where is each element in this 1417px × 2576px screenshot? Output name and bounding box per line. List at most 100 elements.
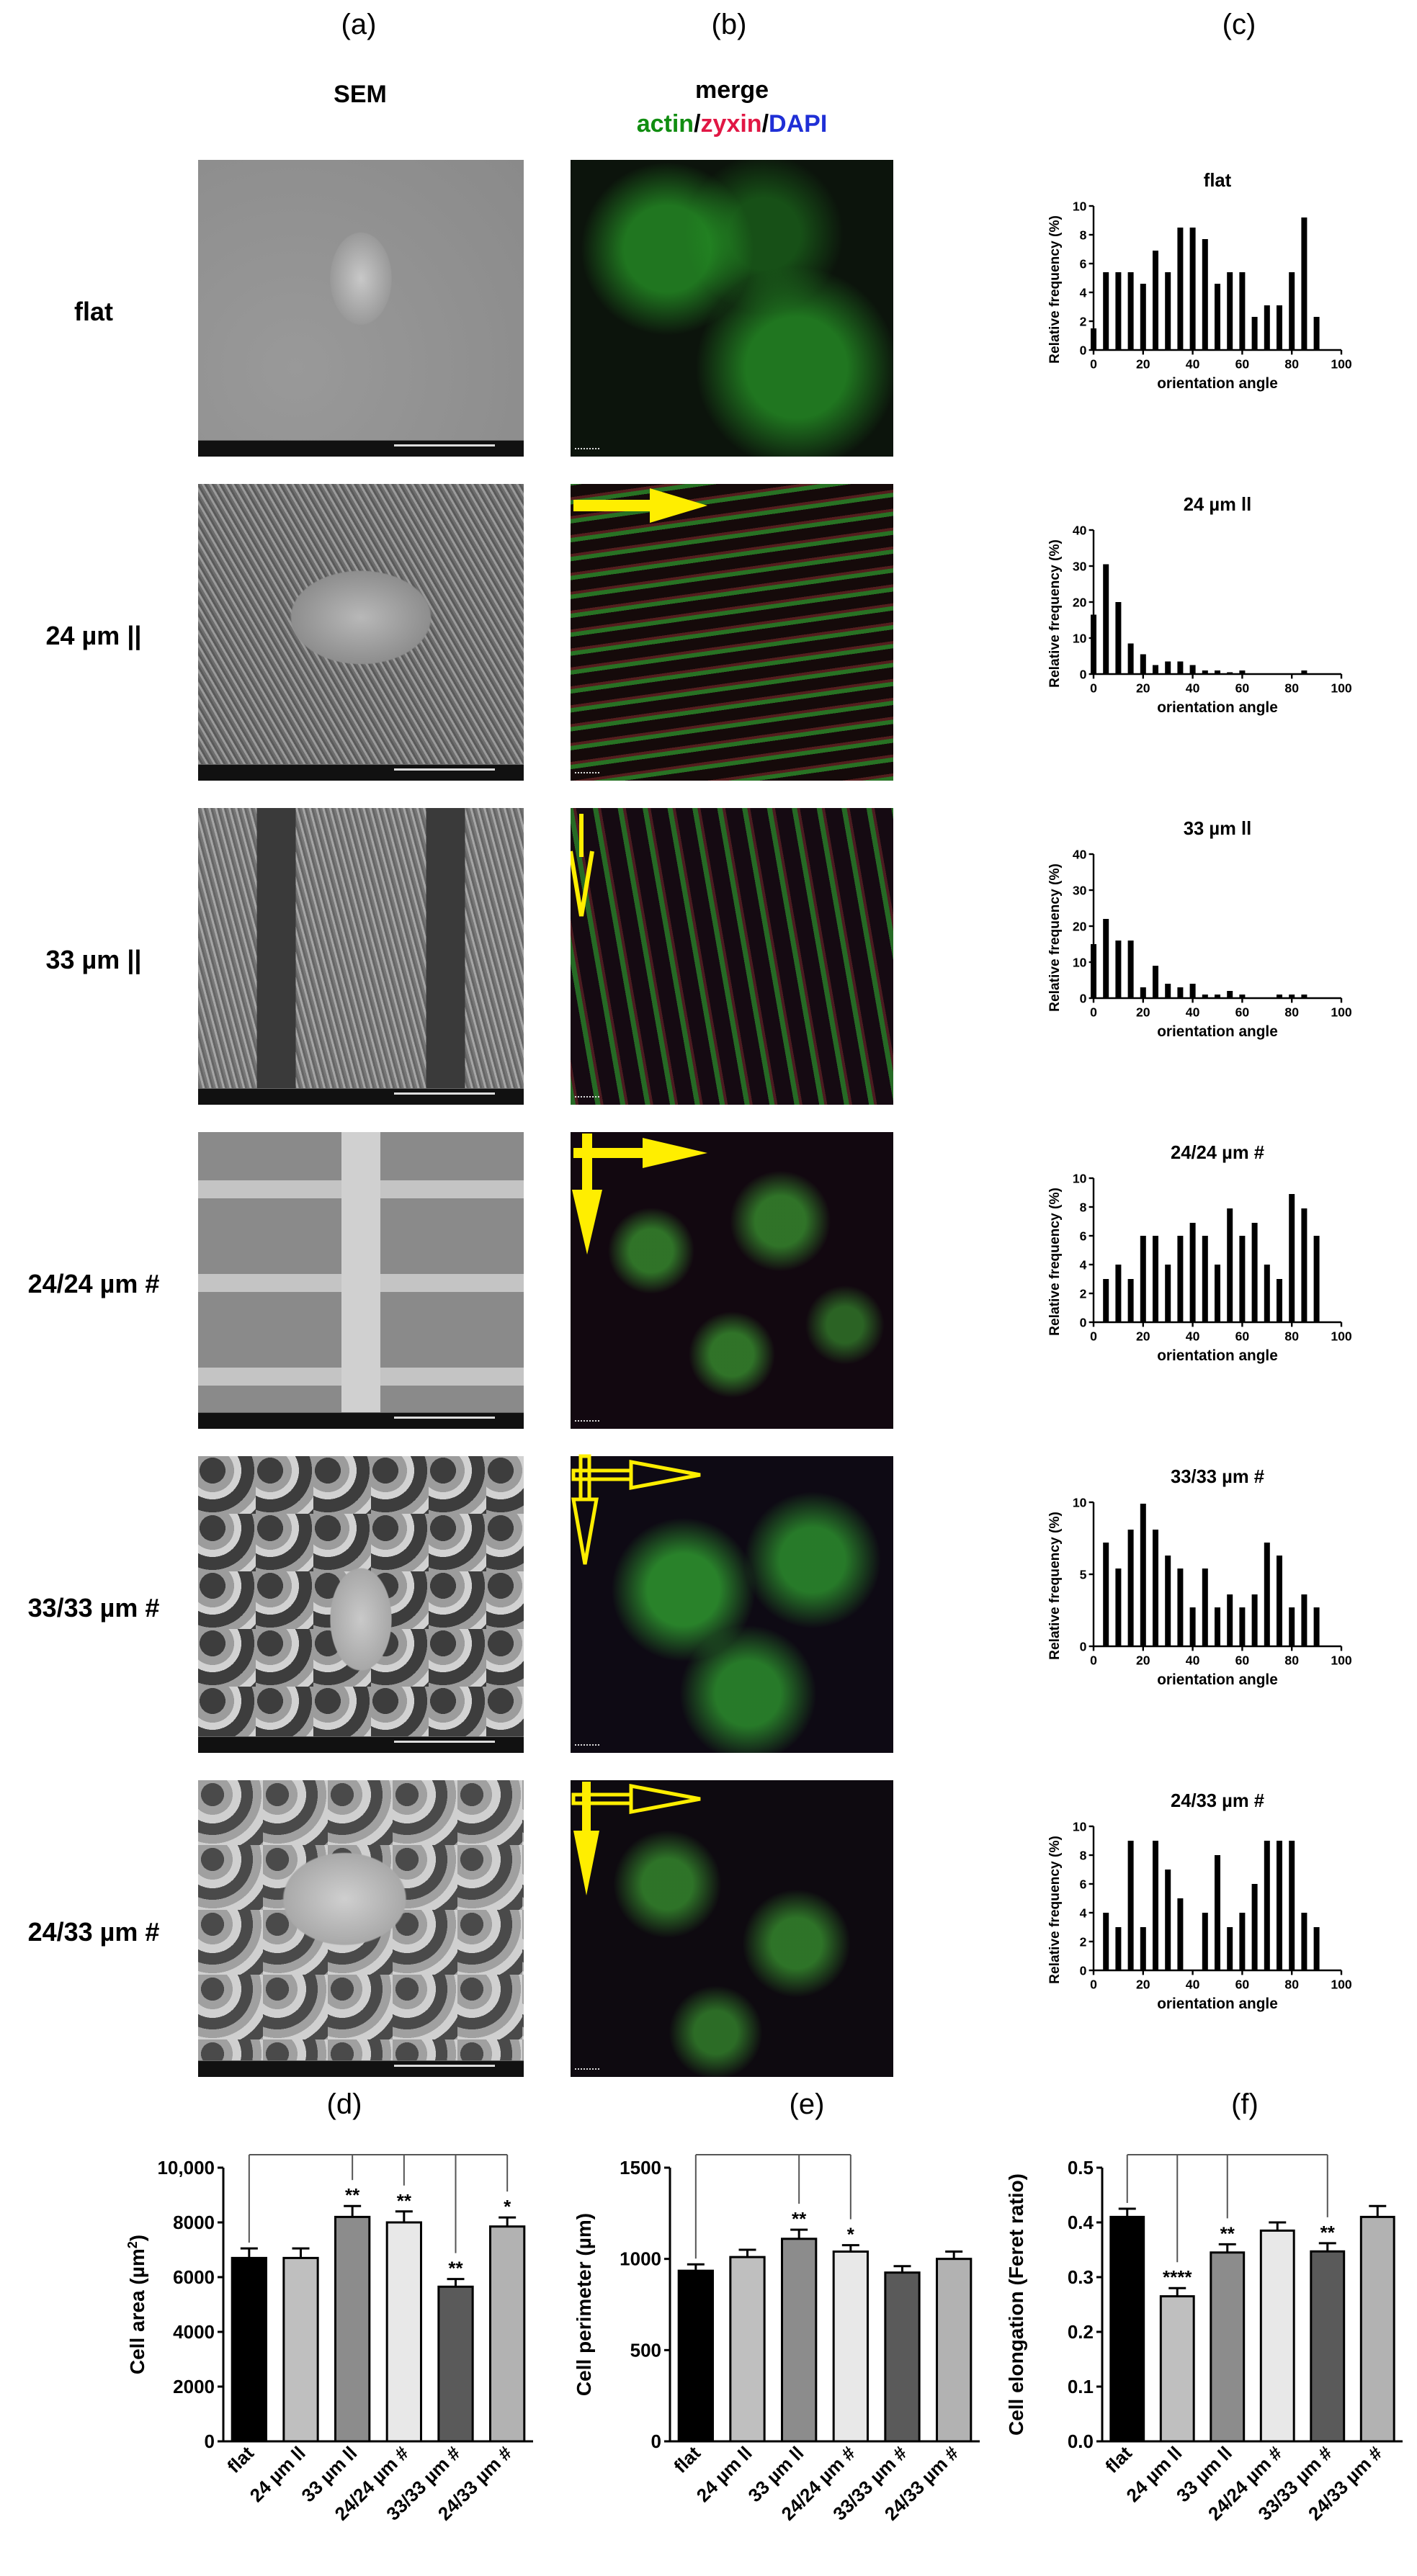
histogram-bar xyxy=(1202,1569,1208,1646)
histogram-bar xyxy=(1189,665,1196,674)
histogram-bar xyxy=(1127,1530,1134,1646)
bar xyxy=(781,2238,818,2443)
x-tick-label: 60 xyxy=(1235,1329,1250,1344)
significance-label: ** xyxy=(1320,2222,1336,2243)
y-tick-label: 4 xyxy=(1080,1257,1087,1272)
x-tick-label: 100 xyxy=(1331,1005,1352,1020)
bar xyxy=(1259,2229,1295,2443)
x-tick-label: 100 xyxy=(1331,1329,1352,1344)
histogram-bar xyxy=(1177,1236,1184,1322)
fluorescence-image-flat xyxy=(571,160,893,457)
significance-label: ** xyxy=(792,2208,807,2230)
histogram-bar xyxy=(1215,1855,1220,1970)
x-tick-label: 80 xyxy=(1284,1005,1299,1020)
direction-arrows-overlay xyxy=(571,488,707,1895)
y-tick-label: 6 xyxy=(1080,1229,1087,1243)
histogram-bar xyxy=(1103,1279,1109,1322)
bar xyxy=(884,2271,921,2443)
y-axis-label: Relative frequency (%) xyxy=(1047,1512,1063,1660)
histogram-bar xyxy=(1277,1279,1282,1322)
x-tick-label: 100 xyxy=(1331,681,1352,696)
histogram-bar xyxy=(1239,1913,1246,1970)
y-axis-label: Relative frequency (%) xyxy=(1047,863,1063,1012)
significance-label: ** xyxy=(1220,2222,1235,2244)
bar xyxy=(282,2256,319,2443)
histogram-bar xyxy=(1177,661,1184,674)
histogram-bar xyxy=(1227,1208,1233,1322)
histogram-bar xyxy=(1251,317,1258,350)
histogram-bar xyxy=(1127,643,1134,674)
histogram-bar xyxy=(1177,1898,1184,1970)
histogram-bar xyxy=(1189,1607,1196,1646)
y-tick-label: 5 xyxy=(1080,1567,1087,1581)
histogram-bar xyxy=(1091,328,1096,350)
significance-label: * xyxy=(847,2224,855,2245)
histogram-bar xyxy=(1103,272,1109,350)
category-label: flat xyxy=(223,2442,258,2477)
significance-label: ** xyxy=(397,2190,412,2212)
histogram-bar xyxy=(1202,1913,1208,1970)
bar xyxy=(677,2269,714,2443)
histogram-bar xyxy=(1115,602,1122,674)
x-axis-label: orientation angle xyxy=(1157,699,1278,716)
y-tick-label: 40 xyxy=(1073,847,1087,861)
fluorescence-image-2424 xyxy=(571,1132,893,1429)
histogram-bar xyxy=(1115,941,1122,998)
y-tick-label: 2 xyxy=(1080,314,1087,328)
histogram-bar xyxy=(1140,987,1146,998)
y-tick-label: 0 xyxy=(1080,991,1087,1005)
histogram-bar xyxy=(1289,995,1295,998)
y-axis-label: Cell elongation (Feret ratio) xyxy=(1005,2173,1027,2436)
y-tick-label: 10 xyxy=(1073,1819,1087,1834)
histogram-bar xyxy=(1177,1569,1184,1646)
histogram-bar xyxy=(1153,251,1158,350)
y-tick-label: 8 xyxy=(1080,228,1087,242)
y-tick-label: 1500 xyxy=(620,2157,661,2178)
x-tick-label: 80 xyxy=(1284,1653,1299,1668)
histogram-bar xyxy=(1239,670,1246,674)
histogram-title: 33 µm ll xyxy=(1184,819,1251,839)
histogram-bar xyxy=(1189,984,1196,998)
histogram-bar xyxy=(1091,944,1096,998)
x-tick-label: 0 xyxy=(1090,1329,1097,1344)
y-axis-label: Relative frequency (%) xyxy=(1047,215,1063,364)
histogram-bar xyxy=(1127,941,1134,998)
panel-letter-e: (e) xyxy=(789,2088,825,2120)
x-tick-label: 20 xyxy=(1136,1329,1150,1344)
bar xyxy=(1109,2215,1145,2443)
histogram-bar xyxy=(1301,217,1308,350)
histogram-bar xyxy=(1301,1594,1308,1646)
y-axis-label: Cell perimeter (µm) xyxy=(573,2213,595,2396)
x-tick-label: 20 xyxy=(1136,681,1150,696)
x-axis-label: orientation angle xyxy=(1157,1671,1278,1688)
histogram-bar xyxy=(1264,1543,1270,1646)
bar xyxy=(489,2225,526,2443)
arrow-vertical-33 xyxy=(571,814,594,917)
histogram-bar xyxy=(1239,995,1246,998)
y-tick-label: 2000 xyxy=(173,2376,215,2397)
bar xyxy=(231,2256,267,2443)
arrow-horizontal-24 xyxy=(573,488,707,523)
category-label: flat xyxy=(1101,2442,1136,2477)
y-tick-label: 0.5 xyxy=(1068,2157,1094,2178)
histogram-33: 33 µm ll 0 10 20 30 40 0 20 40 60 80 100 orientation… xyxy=(1047,819,1352,1040)
x-tick-label: 100 xyxy=(1331,357,1352,372)
sem-image-2424 xyxy=(198,1132,524,1429)
row-label-3333: 33/33 µm # xyxy=(27,1593,160,1623)
bar xyxy=(437,2285,474,2443)
y-tick-label: 6 xyxy=(1080,256,1087,271)
x-tick-label: 80 xyxy=(1284,1978,1299,1992)
slash-1: / xyxy=(694,110,701,138)
x-tick-label: 60 xyxy=(1235,1653,1250,1668)
y-tick-label: 10 xyxy=(1073,955,1087,969)
sem-image-3333 xyxy=(198,1456,524,1753)
histogram-bar xyxy=(1301,1913,1308,1970)
histogram-bar xyxy=(1127,1841,1134,1970)
x-axis-label: orientation angle xyxy=(1157,375,1278,392)
histogram-bar xyxy=(1127,1279,1134,1322)
y-tick-label: 4000 xyxy=(173,2321,215,2343)
y-tick-label: 10 xyxy=(1073,1171,1087,1185)
histogram-bar xyxy=(1239,1607,1246,1646)
